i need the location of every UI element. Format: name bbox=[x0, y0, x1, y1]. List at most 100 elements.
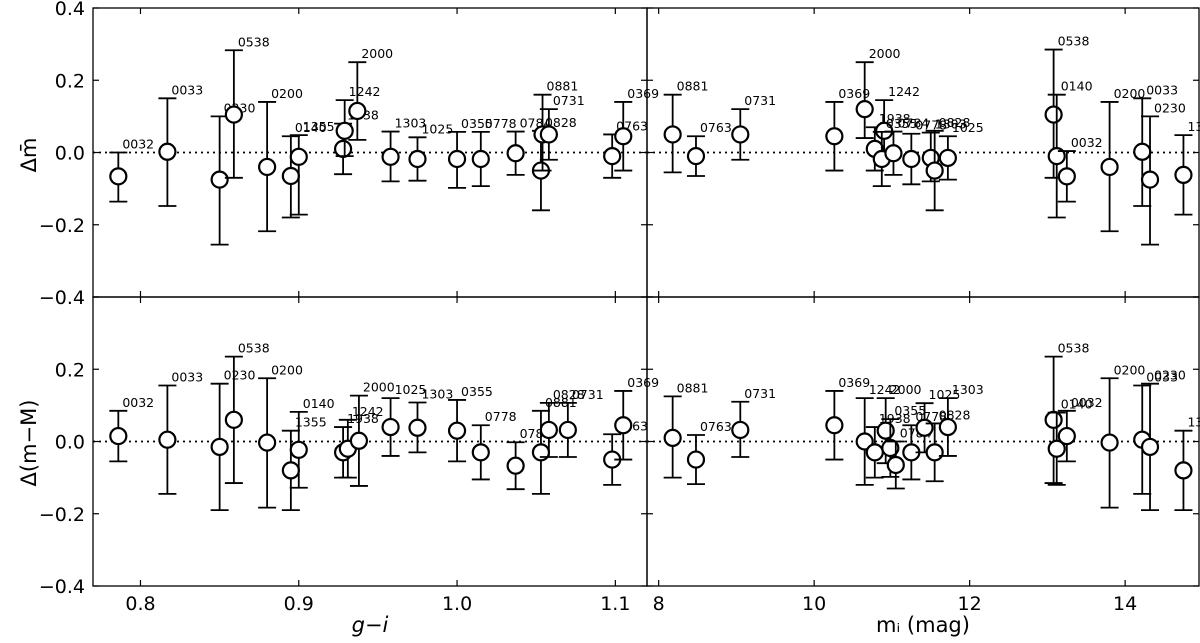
point-label: 0731 bbox=[744, 386, 776, 401]
data-point-0784: 0784 bbox=[884, 116, 929, 176]
data-point-0140: 0140 bbox=[1047, 397, 1093, 486]
data-point-0369: 0369 bbox=[614, 375, 659, 461]
marker bbox=[281, 461, 300, 480]
marker bbox=[1174, 461, 1193, 480]
point-label: 0784 bbox=[897, 116, 929, 131]
data-point-0881: 0881 bbox=[531, 395, 577, 495]
point-label: 1303 bbox=[952, 382, 984, 397]
point-label: 0369 bbox=[838, 375, 870, 390]
data-point-0369: 0369 bbox=[614, 86, 659, 172]
marker bbox=[158, 142, 177, 161]
data-point-1303: 1303 bbox=[408, 386, 453, 454]
marker bbox=[447, 421, 467, 440]
point-label: 2000 bbox=[869, 46, 901, 61]
point-label: 2000 bbox=[890, 382, 922, 397]
marker bbox=[408, 418, 427, 437]
data-point-1303: 1303 bbox=[938, 382, 984, 457]
panel-top-left: −0.4 −0.2 0.0 0.2 0.4 0032 0033 0230 0538 0200 014… bbox=[39, 0, 659, 309]
data-point-0355: 0355 bbox=[447, 384, 493, 463]
point-label: 1303 bbox=[395, 116, 427, 131]
data-point-0230: 0230 bbox=[1140, 368, 1186, 512]
y-tick-label: 0.0 bbox=[55, 143, 85, 165]
marker bbox=[1044, 105, 1063, 124]
data-point-0763: 0763 bbox=[603, 118, 648, 179]
marker bbox=[158, 430, 177, 449]
y-tick-label: 0.2 bbox=[55, 70, 85, 92]
marker bbox=[224, 410, 243, 429]
point-label: 1242 bbox=[888, 84, 920, 99]
y-tick-label: −0.2 bbox=[39, 504, 85, 526]
data-point-0355: 0355 bbox=[872, 116, 918, 187]
point-label: 0032 bbox=[122, 137, 154, 152]
data-point-0230: 0230 bbox=[210, 368, 255, 512]
x-tick-label: 1.0 bbox=[442, 593, 472, 615]
x-tick-label: 14 bbox=[1113, 593, 1137, 615]
data-point-0032: 0032 bbox=[1057, 395, 1103, 463]
marker bbox=[539, 420, 558, 440]
marker bbox=[210, 170, 229, 189]
point-label: 0033 bbox=[1146, 82, 1178, 97]
marker bbox=[447, 149, 467, 169]
data-point-0731: 0731 bbox=[558, 387, 604, 458]
point-label: 0200 bbox=[1114, 86, 1146, 101]
point-label: 0140 bbox=[1061, 79, 1093, 94]
data-point-0033: 0033 bbox=[1133, 370, 1178, 495]
point-label: 0369 bbox=[627, 375, 659, 390]
panel-bottom-right: 8 10 12 14088107630731036912421938200003550… bbox=[646, 296, 1200, 615]
data-point-0140: 0140 bbox=[281, 120, 327, 219]
marker bbox=[886, 455, 905, 475]
data-point-0763: 0763 bbox=[686, 120, 732, 177]
y-tick-label: 0.0 bbox=[55, 432, 85, 454]
marker bbox=[349, 431, 369, 450]
point-label: 0538 bbox=[238, 34, 270, 49]
point-label: 0200 bbox=[271, 86, 303, 101]
data-point-0369: 0369 bbox=[825, 86, 870, 172]
y-tick-label: 0.2 bbox=[55, 359, 85, 381]
marker bbox=[381, 147, 400, 166]
data-point-0230: 0230 bbox=[1140, 100, 1186, 246]
point-label: 0140 bbox=[295, 120, 327, 135]
marker bbox=[408, 149, 427, 169]
point-label: 0763 bbox=[700, 419, 732, 434]
data-point-0731: 0731 bbox=[731, 93, 776, 161]
data-point-1025: 1025 bbox=[938, 120, 984, 181]
data-point-0140: 0140 bbox=[1047, 79, 1093, 219]
data-point-2000: 2000 bbox=[348, 46, 393, 141]
marker bbox=[348, 101, 367, 121]
point-label: 0763 bbox=[700, 120, 732, 135]
marker bbox=[915, 418, 934, 437]
y-tick-label: −0.4 bbox=[39, 576, 85, 598]
marker bbox=[224, 105, 243, 124]
marker bbox=[1057, 167, 1076, 186]
marker bbox=[603, 147, 622, 166]
marker bbox=[1100, 157, 1119, 177]
xlabel-left: g−i bbox=[352, 613, 389, 637]
marker bbox=[109, 426, 128, 446]
data-point-0784: 0784 bbox=[506, 116, 551, 176]
marker bbox=[506, 144, 525, 163]
data-point-0881: 0881 bbox=[663, 79, 708, 174]
marker bbox=[925, 443, 944, 462]
point-label: 1355 bbox=[295, 415, 327, 430]
point-label: 0778 bbox=[485, 116, 517, 131]
panels: −0.4−0.20.00.20.400320033023005380200014… bbox=[39, 0, 1200, 615]
marker bbox=[1140, 170, 1160, 189]
marker bbox=[855, 100, 874, 119]
xlabel-right: mᵢ (mag) bbox=[876, 613, 970, 637]
point-label: 1242 bbox=[349, 84, 381, 99]
marker bbox=[902, 149, 921, 169]
point-label: 1242 bbox=[869, 382, 901, 397]
y-tick-label: −0.4 bbox=[39, 287, 85, 309]
point-label: 0828 bbox=[545, 115, 577, 130]
point-label: 2000 bbox=[361, 46, 393, 61]
data-point-0033: 0033 bbox=[158, 82, 203, 207]
marker bbox=[881, 438, 900, 458]
marker bbox=[531, 443, 551, 462]
x-tick-label: 0.9 bbox=[284, 593, 314, 615]
marker bbox=[855, 432, 874, 451]
data-point-0140: 0140 bbox=[289, 396, 335, 489]
marker bbox=[876, 421, 895, 440]
marker bbox=[333, 139, 353, 158]
marker bbox=[614, 416, 633, 435]
data-point-0355: 0355 bbox=[447, 116, 493, 189]
